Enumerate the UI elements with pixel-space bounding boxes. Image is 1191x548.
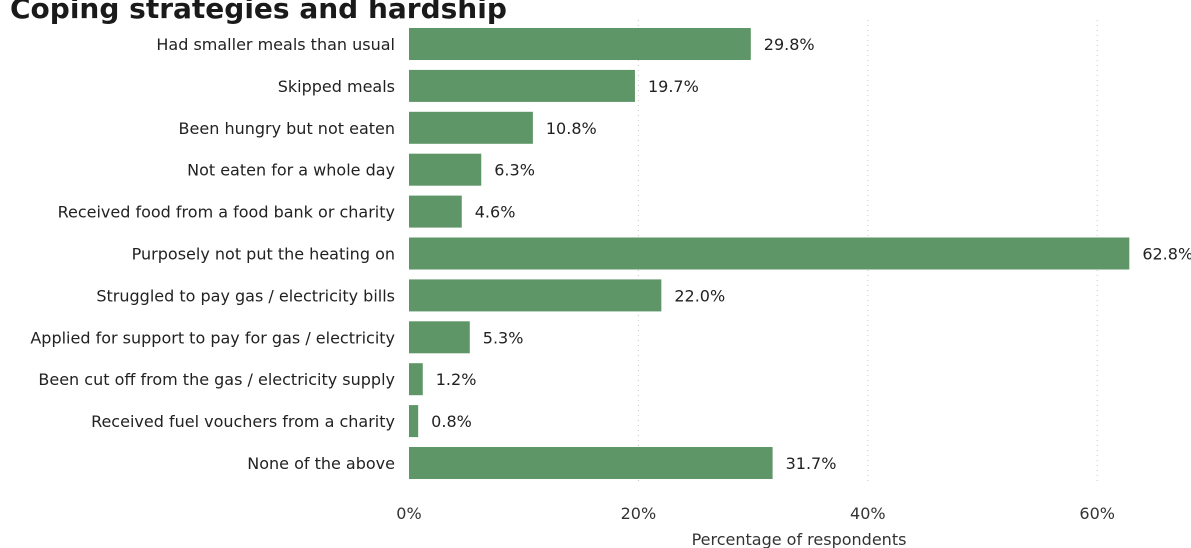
bar xyxy=(409,405,419,438)
x-tick-label: 20% xyxy=(621,504,657,523)
bar xyxy=(409,111,533,144)
value-label: 5.3% xyxy=(483,328,524,347)
bar xyxy=(409,321,470,354)
bar xyxy=(409,28,751,60)
x-tick-label: 60% xyxy=(1079,504,1115,523)
category-label: Struggled to pay gas / electricity bills xyxy=(96,286,395,305)
category-label: Received food from a food bank or charit… xyxy=(58,203,395,222)
x-tick-labels: 0% 20% 40% 60% xyxy=(396,504,1115,523)
category-label: Skipped meals xyxy=(278,77,395,96)
value-label: 0.8% xyxy=(431,412,472,431)
value-label: 6.3% xyxy=(494,161,535,180)
category-label: Had smaller meals than usual xyxy=(156,35,395,54)
value-label: 4.6% xyxy=(475,203,516,222)
chart-title: Coping strategies and hardship xyxy=(10,0,507,25)
bar xyxy=(409,279,662,312)
bar xyxy=(409,447,773,479)
category-labels: Had smaller meals than usual Skipped meal… xyxy=(30,35,395,473)
category-label: Been cut off from the gas / electricity … xyxy=(38,370,395,389)
category-label: Been hungry but not eaten xyxy=(179,119,395,138)
bars xyxy=(409,28,1130,479)
x-tick-label: 40% xyxy=(850,504,886,523)
category-label: Received fuel vouchers from a charity xyxy=(91,412,395,431)
bar xyxy=(409,153,482,186)
value-label: 19.7% xyxy=(648,77,699,96)
value-label: 31.7% xyxy=(786,454,837,473)
x-tick-label: 0% xyxy=(396,504,421,523)
value-label: 62.8% xyxy=(1142,245,1191,264)
x-axis-title: Percentage of respondents xyxy=(692,530,907,548)
category-label: Not eaten for a whole day xyxy=(187,161,395,180)
bar xyxy=(409,237,1130,270)
value-labels: 29.8% 19.7% 10.8% 6.3% 4.6% 62.8% 22.0% 5.3% 1.2… xyxy=(431,35,1191,473)
bar xyxy=(409,69,635,102)
value-label: 29.8% xyxy=(764,35,815,54)
category-label: Purposely not put the heating on xyxy=(132,245,395,264)
category-label: None of the above xyxy=(247,454,395,473)
bar xyxy=(409,363,423,396)
category-label: Applied for support to pay for gas / ele… xyxy=(30,328,395,347)
value-label: 22.0% xyxy=(674,286,725,305)
value-label: 10.8% xyxy=(546,119,597,138)
bar xyxy=(409,195,462,228)
value-label: 1.2% xyxy=(436,370,477,389)
